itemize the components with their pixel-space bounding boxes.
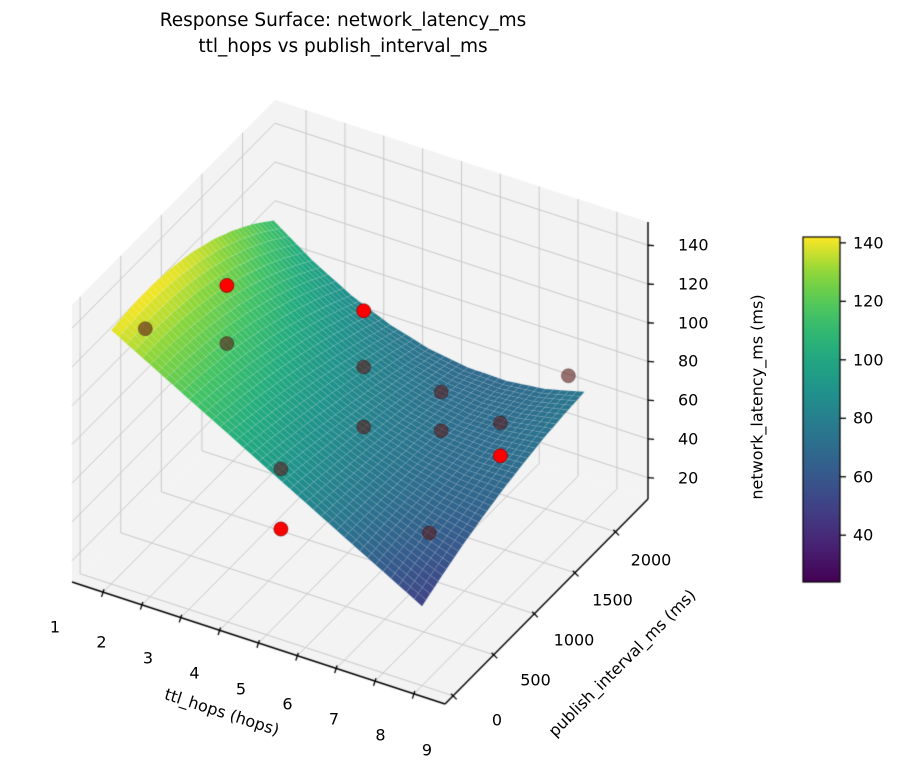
z-tick-label: 40: [678, 429, 699, 449]
z-tick-label: 60: [678, 390, 699, 410]
y-tick-label: 1500: [592, 590, 633, 610]
colorbar-tick-label: 80: [853, 408, 874, 428]
z-tick-label: 80: [678, 351, 699, 371]
x-tick-label: 8: [375, 725, 386, 745]
x-tick-label: 2: [96, 632, 107, 652]
x-tick-label: 7: [328, 709, 340, 729]
z-tick-label: 20: [678, 468, 699, 488]
colorbar-tick-label: 100: [853, 350, 884, 370]
z-tick-label: 100: [678, 313, 709, 333]
z-tick-label: 140: [678, 235, 709, 255]
y-tick-label: 500: [520, 670, 551, 690]
colorbar-tick-label: 140: [853, 233, 884, 253]
y-tick-label: 0: [491, 710, 503, 730]
colorbar-tick-label: 40: [853, 525, 874, 545]
z-axis-label: network_latency_ms (ms): [747, 294, 767, 500]
x-tick-label: 3: [142, 648, 154, 668]
chart-title-line1: Response Surface: network_latency_ms: [159, 10, 527, 31]
colorbar-tick-label: 120: [853, 291, 884, 311]
x-tick-label: 4: [189, 663, 200, 683]
chart-title: Response Surface: network_latency_ms ttl…: [0, 8, 686, 60]
x-tick-label: 1: [49, 617, 61, 637]
x-tick-label: 9: [421, 740, 433, 760]
y-tick-label: 2000: [630, 550, 672, 570]
y-tick-label: 1000: [553, 630, 595, 650]
x-tick-label: 5: [235, 679, 247, 699]
colorbar-tick-label: 60: [853, 467, 874, 487]
z-tick-label: 120: [678, 274, 709, 294]
chart-title-line2: ttl_hops vs publish_interval_ms: [198, 36, 488, 57]
x-tick-label: 6: [282, 694, 293, 714]
